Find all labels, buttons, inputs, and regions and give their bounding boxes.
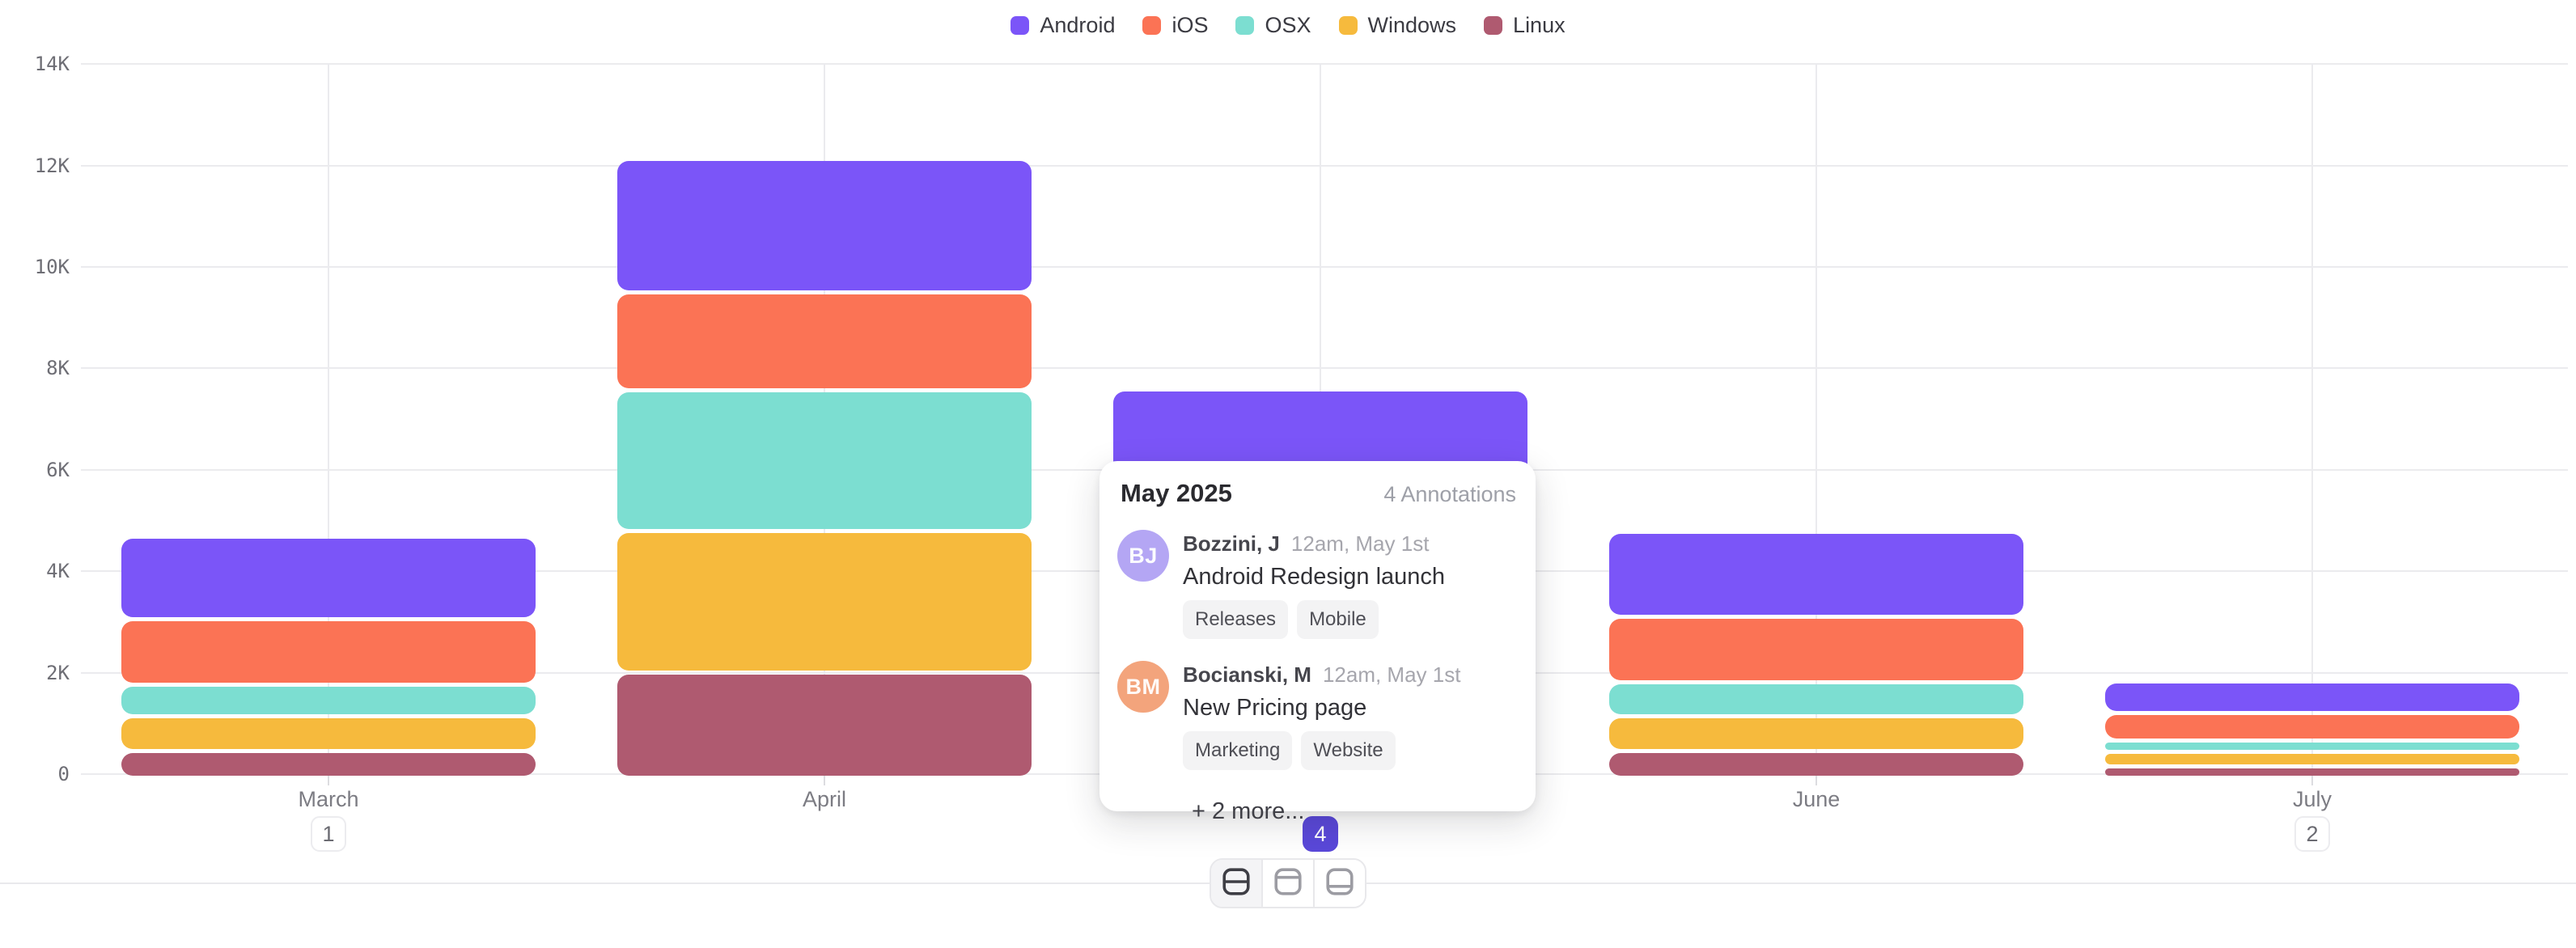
annotation-tags: Marketing Website bbox=[1183, 731, 1460, 770]
bar-march-osx[interactable] bbox=[121, 686, 536, 715]
y-gridline-12K bbox=[81, 164, 2568, 167]
legend-item-linux[interactable]: Linux bbox=[1484, 13, 1566, 38]
tag-badge: Mobile bbox=[1297, 600, 1379, 639]
x-axis-tick bbox=[824, 774, 825, 785]
bar-july-android[interactable] bbox=[2105, 683, 2519, 712]
legend-item-windows[interactable]: Windows bbox=[1338, 13, 1457, 38]
legend-swatch-android-icon bbox=[1010, 16, 1030, 35]
chart-legend: Android iOS OSX Windows Linux bbox=[0, 13, 2576, 38]
annotation-entry-meta: Bocianski, M 12am, May 1st bbox=[1183, 662, 1460, 688]
x-axis-label-june: June bbox=[1792, 787, 1841, 811]
x-axis-label-march: March bbox=[298, 787, 359, 811]
panel-bottom-icon bbox=[1324, 866, 1355, 901]
annotation-text: Android Redesign launch bbox=[1183, 564, 1446, 590]
bar-march-android[interactable] bbox=[121, 539, 536, 618]
y-axis-tick-label: 2K bbox=[46, 661, 70, 684]
show-more-annotations-link[interactable]: + 2 more... bbox=[1192, 798, 1305, 824]
x-axis-tick bbox=[2311, 774, 2313, 785]
split-rows-icon bbox=[1221, 866, 1252, 901]
bar-july-ios[interactable] bbox=[2105, 715, 2519, 739]
tag-badge: Website bbox=[1301, 731, 1396, 770]
bar-june-ios[interactable] bbox=[1609, 619, 2023, 680]
annotation-count-badge-july[interactable]: 2 bbox=[2294, 816, 2330, 852]
y-axis-tick-label: 8K bbox=[46, 357, 70, 380]
panel-bottom-view-button[interactable] bbox=[1313, 860, 1365, 907]
tag-badge: Marketing bbox=[1183, 731, 1293, 770]
bar-march-linux[interactable] bbox=[121, 752, 536, 776]
tooltip-header: May 2025 4 Annotations bbox=[1117, 479, 1516, 508]
y-axis-tick-label: 0 bbox=[57, 763, 70, 785]
annotation-text: New Pricing page bbox=[1183, 695, 1367, 721]
annotation-timestamp: 12am, May 1st bbox=[1290, 531, 1430, 556]
category-gridline-june bbox=[1815, 63, 1817, 774]
x-axis-tick bbox=[328, 774, 329, 785]
category-gridline-march bbox=[328, 63, 329, 774]
legend-swatch-ios-icon bbox=[1142, 16, 1162, 35]
y-gridline-8K bbox=[81, 367, 2568, 370]
y-axis-tick-label: 10K bbox=[34, 256, 70, 278]
legend-label-linux: Linux bbox=[1513, 13, 1566, 37]
y-axis-tick-label: 14K bbox=[34, 53, 70, 76]
bar-april-osx[interactable] bbox=[617, 392, 1032, 530]
annotation-entry: BJ Bozzini, J 12am, May 1st Android Rede… bbox=[1117, 530, 1516, 639]
layout-switcher bbox=[1210, 858, 1366, 908]
annotation-count-badge-march[interactable]: 1 bbox=[311, 816, 346, 852]
annotation-entry-body: Bozzini, J 12am, May 1st Android Redesig… bbox=[1183, 530, 1445, 639]
bar-april-linux[interactable] bbox=[617, 674, 1032, 776]
y-gridline-14K bbox=[81, 63, 2568, 66]
legend-swatch-linux-icon bbox=[1484, 16, 1503, 35]
bar-april-ios[interactable] bbox=[617, 294, 1032, 388]
bar-july-windows[interactable] bbox=[2105, 754, 2519, 764]
panel-top-icon bbox=[1273, 866, 1303, 901]
bar-june-osx[interactable] bbox=[1609, 683, 2023, 715]
legend-item-ios[interactable]: iOS bbox=[1142, 13, 1208, 38]
panel-top-view-button[interactable] bbox=[1261, 860, 1313, 907]
bar-june-windows[interactable] bbox=[1609, 718, 2023, 749]
tag-badge: Releases bbox=[1183, 600, 1289, 639]
tooltip-annotations-count: 4 Annotations bbox=[1383, 482, 1516, 506]
bar-april-android[interactable] bbox=[617, 161, 1032, 290]
bar-march-windows[interactable] bbox=[121, 718, 536, 749]
legend-label-ios: iOS bbox=[1171, 13, 1209, 37]
bar-june-linux[interactable] bbox=[1609, 752, 2023, 776]
legend-label-osx: OSX bbox=[1265, 13, 1311, 37]
x-axis-tick bbox=[1815, 774, 1817, 785]
y-gridline-10K bbox=[81, 266, 2568, 268]
annotation-entry-meta: Bozzini, J 12am, May 1st bbox=[1183, 531, 1445, 557]
bar-april-windows[interactable] bbox=[617, 533, 1032, 671]
bar-march-ios[interactable] bbox=[121, 621, 536, 683]
annotation-count-badge-may[interactable]: 4 bbox=[1303, 816, 1338, 852]
bar-july-osx[interactable] bbox=[2105, 742, 2519, 751]
avatar: BM bbox=[1117, 661, 1169, 713]
y-axis-tick-label: 6K bbox=[46, 458, 70, 481]
annotation-entry: BM Bocianski, M 12am, May 1st New Pricin… bbox=[1117, 661, 1516, 770]
y-axis-tick-label: 4K bbox=[46, 560, 70, 583]
annotation-author: Bozzini, J bbox=[1183, 531, 1280, 556]
legend-item-osx[interactable]: OSX bbox=[1235, 13, 1311, 38]
x-axis-label-april: April bbox=[802, 787, 846, 811]
annotation-entry-body: Bocianski, M 12am, May 1st New Pricing p… bbox=[1183, 661, 1460, 770]
split-rows-view-button[interactable] bbox=[1211, 860, 1261, 907]
y-axis-tick-label: 12K bbox=[34, 154, 70, 177]
annotation-timestamp: 12am, May 1st bbox=[1322, 662, 1461, 687]
tooltip-title: May 2025 bbox=[1121, 479, 1232, 507]
x-axis-label-july: July bbox=[2292, 787, 2332, 811]
bar-june-android[interactable] bbox=[1609, 533, 2023, 616]
legend-item-android[interactable]: Android bbox=[1010, 13, 1115, 38]
annotation-tooltip: May 2025 4 Annotations BJ Bozzini, J 12a… bbox=[1099, 461, 1536, 824]
legend-label-windows: Windows bbox=[1367, 13, 1457, 37]
annotation-tags: Releases Mobile bbox=[1183, 600, 1445, 639]
legend-label-android: Android bbox=[1040, 13, 1116, 37]
legend-swatch-osx-icon bbox=[1235, 16, 1255, 35]
annotation-author: Bocianski, M bbox=[1183, 662, 1311, 687]
legend-swatch-windows-icon bbox=[1338, 16, 1358, 35]
bar-july-linux[interactable] bbox=[2105, 768, 2519, 776]
category-gridline-july bbox=[2311, 63, 2313, 774]
avatar: BJ bbox=[1117, 530, 1169, 582]
